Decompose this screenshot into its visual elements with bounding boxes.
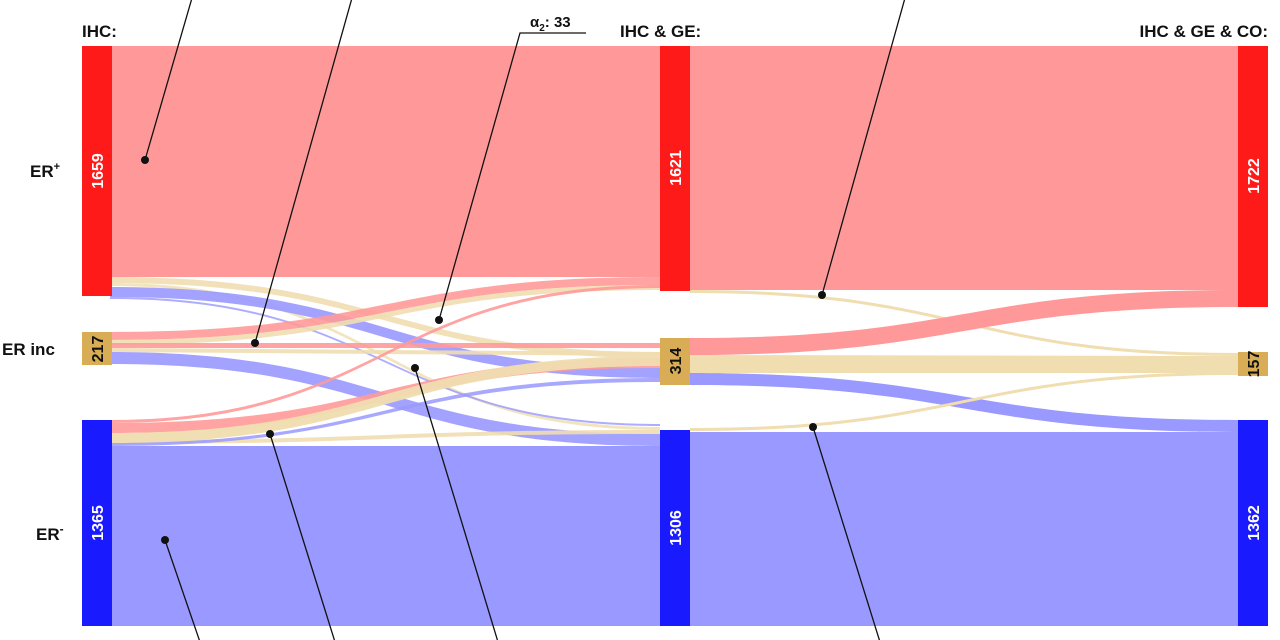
flow-inc-pos-inc [110,285,660,345]
callout-dots [141,156,826,544]
callout-dot-2 [251,339,259,347]
flow-neg-neg-inc [110,430,660,444]
callout-dot-8 [809,423,817,431]
flow-inc-inc-2 [690,355,1238,373]
flow-pos-pos-1 [110,46,660,277]
flow-inc-pos-red [110,277,660,340]
flow-inc-pos-2 [690,290,1238,355]
leader-6 [269,433,336,640]
callout-dot-5 [161,536,169,544]
node-ihc-inc [82,332,112,365]
node-ge-inc-value: 314 [668,348,685,375]
node-co-inc [1238,352,1268,376]
flow-neg-neg-1 [110,446,660,626]
flow-inc-inc-inc [110,348,660,356]
flow-inc-inc-red [110,343,660,348]
node-ihc-inc-value: 217 [90,336,107,363]
leader-7 [414,367,499,640]
row-label-er-pos: ER+ [30,161,60,181]
flow-pos-neg-inc [110,283,660,430]
node-co-inc-value: 157 [1246,351,1263,378]
flow-neg-pos-red-thin [110,285,660,423]
node-ge-inc [660,338,690,385]
callout-lines [144,0,906,640]
node-ge-neg [660,430,690,626]
flow-neg-inc-blue [110,378,660,446]
callout-dot-7 [411,364,419,372]
leader-4 [821,0,906,296]
node-ihc-neg-value: 1365 [90,505,107,541]
leader-1 [144,0,193,161]
leader-2 [254,0,353,344]
leader-3 [438,32,586,321]
node-co-neg-value: 1362 [1246,505,1263,541]
leader-8 [812,426,881,640]
callout-dot-6 [266,430,274,438]
node-co-neg [1238,420,1268,626]
flow-pos-neg-blue [110,297,660,426]
row-label-er-neg: ER- [36,522,64,544]
node-ihc-pos [82,46,112,296]
flow-neg-inc-inc [110,356,660,443]
node-ge-pos-value: 1621 [668,150,685,186]
callout-dot-3 [435,316,443,324]
flows-stage1-stage2 [110,46,660,626]
node-ihc-neg [82,420,112,626]
column-title-ge: IHC & GE: [620,22,701,41]
callout-dot-1 [141,156,149,164]
column-title-co: IHC & GE & CO: [1140,22,1268,41]
leader-5 [164,539,201,640]
column-title-ihc: IHC: [82,22,117,41]
node-co-pos [1238,46,1268,307]
flow-neg-inc-2 [690,372,1238,431]
nodes-ge [660,46,690,626]
node-co-pos-value: 1722 [1246,158,1263,194]
nodes-ihc [82,46,112,626]
flow-pos-pos-2 [690,46,1238,290]
row-label-er-inc: ER inc [2,340,55,359]
annotation-alpha2: α2: 33 [530,14,571,34]
nodes-co [1238,46,1268,626]
flows-stage2-stage3 [690,46,1238,626]
node-ge-neg-value: 1306 [668,510,685,546]
flow-pos-inc-blue [110,287,660,378]
node-ge-pos [660,46,690,291]
callout-dot-4 [818,291,826,299]
node-ihc-pos-value: 1659 [90,153,107,189]
flow-neg-neg-2 [690,432,1238,626]
